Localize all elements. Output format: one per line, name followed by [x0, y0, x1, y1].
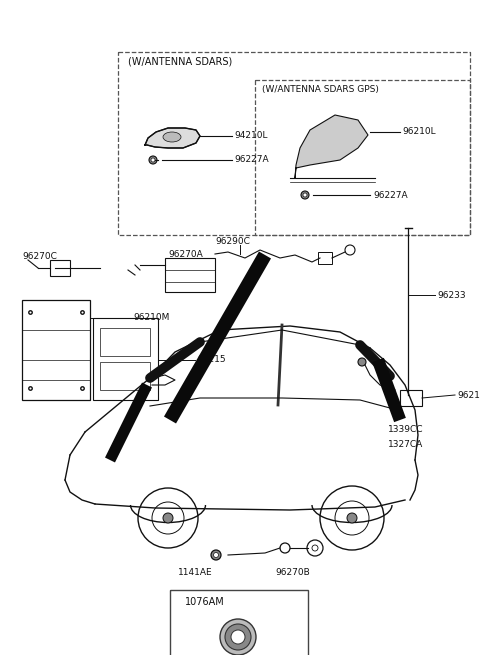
Text: 96227A: 96227A: [373, 191, 408, 200]
Text: 96210M: 96210M: [133, 314, 169, 322]
Bar: [255, 80, 470, 235]
Bar: [400, 390, 422, 406]
Bar: [165, 258, 215, 292]
Bar: [118, 52, 470, 235]
Circle shape: [231, 630, 245, 644]
Text: 96227A: 96227A: [234, 155, 269, 164]
Text: 1339CC: 1339CC: [388, 425, 423, 434]
Circle shape: [149, 156, 157, 164]
Circle shape: [358, 358, 366, 366]
Bar: [93, 318, 158, 400]
Polygon shape: [295, 115, 368, 178]
Bar: [50, 260, 70, 276]
Bar: [100, 362, 150, 390]
Circle shape: [214, 553, 218, 557]
Circle shape: [151, 158, 155, 162]
Circle shape: [347, 513, 357, 523]
Text: 96270C: 96270C: [22, 252, 57, 261]
Text: 1327CA: 1327CA: [388, 440, 423, 449]
Text: 96210L: 96210L: [402, 128, 436, 136]
Text: (W/ANTENNA SDARS): (W/ANTENNA SDARS): [128, 57, 232, 67]
Bar: [170, 590, 308, 655]
Text: 96210D: 96210D: [457, 390, 480, 400]
Circle shape: [301, 191, 309, 199]
Text: 96233: 96233: [437, 291, 466, 299]
Text: 96290C: 96290C: [215, 237, 250, 246]
Polygon shape: [145, 128, 200, 148]
Text: 1141AE: 1141AE: [178, 568, 212, 577]
Circle shape: [225, 624, 251, 650]
Bar: [318, 252, 332, 264]
Text: 94210L: 94210L: [234, 132, 267, 141]
Text: 96270A: 96270A: [168, 250, 203, 259]
Bar: [100, 328, 150, 356]
Bar: [22, 300, 90, 400]
Circle shape: [211, 550, 221, 560]
Text: 96215: 96215: [197, 356, 226, 364]
Text: 1076AM: 1076AM: [185, 597, 225, 607]
Circle shape: [303, 193, 307, 197]
Text: 96270B: 96270B: [276, 568, 311, 577]
Ellipse shape: [163, 132, 181, 142]
Text: (W/ANTENNA SDARS GPS): (W/ANTENNA SDARS GPS): [262, 85, 379, 94]
Circle shape: [220, 619, 256, 655]
Circle shape: [163, 513, 173, 523]
